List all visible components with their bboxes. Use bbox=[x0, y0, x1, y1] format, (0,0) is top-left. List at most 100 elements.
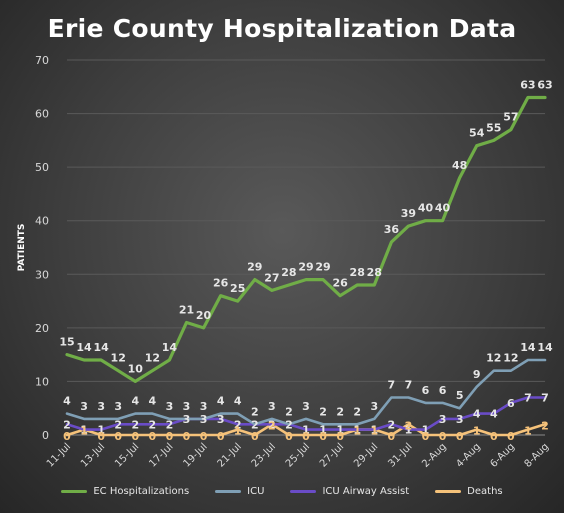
y-tick-label: 50 bbox=[35, 161, 49, 174]
legend-item: ICU bbox=[215, 486, 264, 497]
data-label: 1 bbox=[80, 425, 88, 438]
data-label: 7 bbox=[405, 379, 413, 392]
series-line-0 bbox=[65, 95, 547, 383]
data-label: 4 bbox=[217, 395, 225, 408]
data-label: 0 bbox=[183, 430, 191, 443]
data-label: 3 bbox=[439, 413, 447, 426]
x-tick-label: 17-Jul bbox=[147, 441, 175, 469]
data-label: 14 bbox=[537, 341, 553, 354]
data-label: 14 bbox=[520, 341, 536, 354]
data-label: 29 bbox=[315, 261, 330, 274]
data-label: 2 bbox=[251, 418, 259, 431]
x-tick-label: 11-Jul bbox=[45, 441, 73, 469]
data-label: 28 bbox=[367, 266, 382, 279]
data-label: 14 bbox=[76, 341, 92, 354]
data-label: 3 bbox=[183, 413, 191, 426]
legend-label: ICU bbox=[247, 486, 265, 497]
data-label: 1 bbox=[319, 424, 327, 437]
data-label: 57 bbox=[503, 111, 518, 124]
data-label: 2 bbox=[285, 405, 293, 418]
data-label: 6 bbox=[507, 397, 515, 410]
y-axis-title: PATIENTS bbox=[17, 224, 27, 272]
data-label: 0 bbox=[200, 430, 208, 443]
data-label: 2 bbox=[405, 419, 413, 432]
data-label: 29 bbox=[247, 261, 262, 274]
data-label: 0 bbox=[439, 430, 447, 443]
data-label: 2 bbox=[149, 418, 157, 431]
x-tick-label: 21-Jul bbox=[216, 441, 244, 469]
data-label: 4 bbox=[234, 395, 242, 408]
data-label: 0 bbox=[302, 430, 310, 443]
data-label: 2 bbox=[131, 418, 139, 431]
y-tick-label: 20 bbox=[35, 322, 49, 335]
data-label: 3 bbox=[370, 400, 378, 413]
data-label: 1 bbox=[353, 424, 361, 437]
data-label: 2 bbox=[336, 405, 344, 418]
data-label: 4 bbox=[490, 408, 498, 421]
legend-swatch bbox=[435, 490, 462, 493]
data-label: 2 bbox=[319, 405, 327, 418]
data-label: 1 bbox=[473, 425, 481, 438]
data-label: 55 bbox=[486, 121, 501, 134]
data-label: 29 bbox=[298, 261, 313, 274]
data-label: 6 bbox=[422, 384, 430, 397]
data-label: 3 bbox=[268, 400, 276, 413]
series-line-2 bbox=[65, 396, 547, 431]
series-line-3 bbox=[65, 422, 547, 437]
data-label: 54 bbox=[469, 127, 485, 140]
data-label: 1 bbox=[336, 424, 344, 437]
data-label: 2 bbox=[251, 405, 259, 418]
data-label: 0 bbox=[251, 430, 259, 443]
data-label: 3 bbox=[80, 400, 88, 413]
data-label: 12 bbox=[145, 352, 160, 365]
x-tick-label: 2-Aug bbox=[420, 441, 448, 469]
data-label: 2 bbox=[268, 419, 276, 432]
data-label: 0 bbox=[114, 430, 122, 443]
data-label: 26 bbox=[213, 277, 229, 290]
data-label: 0 bbox=[285, 430, 293, 443]
data-label: 3 bbox=[200, 413, 208, 426]
data-label: 1 bbox=[302, 424, 310, 437]
y-tick-label: 0 bbox=[42, 429, 49, 442]
data-label: 48 bbox=[452, 159, 467, 172]
data-label: 4 bbox=[63, 395, 71, 408]
data-label: 2 bbox=[268, 418, 276, 431]
data-label: 0 bbox=[97, 430, 105, 443]
x-tick-label: 27-Jul bbox=[318, 441, 346, 469]
x-tick-label: 15-Jul bbox=[113, 441, 141, 469]
legend-label: ICU Airway Assist bbox=[322, 486, 410, 497]
data-label: 0 bbox=[166, 430, 174, 443]
legend-item: ICU Airway Assist bbox=[290, 486, 409, 497]
x-tick-label: 23-Jul bbox=[250, 441, 278, 469]
data-label: 6 bbox=[439, 384, 447, 397]
data-label: 7 bbox=[541, 392, 549, 405]
x-tick-label: 29-Jul bbox=[352, 441, 380, 469]
data-label: 3 bbox=[183, 400, 191, 413]
data-label: 2 bbox=[541, 419, 549, 432]
legend-swatch bbox=[290, 490, 317, 493]
data-label: 63 bbox=[537, 79, 552, 92]
data-label: 63 bbox=[520, 79, 535, 92]
series-line-1 bbox=[65, 358, 547, 426]
x-tick-label: 4-Aug bbox=[454, 441, 482, 469]
data-label: 9 bbox=[473, 368, 481, 381]
data-label: 0 bbox=[388, 430, 396, 443]
data-label: 15 bbox=[59, 336, 74, 349]
legend-item: Deaths bbox=[435, 486, 503, 497]
data-label: 12 bbox=[111, 352, 126, 365]
data-label: 21 bbox=[179, 304, 194, 317]
legend-label: EC Hospitalizations bbox=[93, 486, 190, 497]
data-label: 5 bbox=[456, 389, 464, 402]
data-label: 20 bbox=[196, 309, 212, 322]
data-label: 1 bbox=[370, 424, 378, 437]
data-label: 28 bbox=[281, 266, 296, 279]
data-label: 14 bbox=[93, 341, 109, 354]
legend-swatch bbox=[61, 490, 88, 493]
data-label: 28 bbox=[350, 266, 365, 279]
x-tick-label: 25-Jul bbox=[284, 441, 312, 469]
y-tick-label: 70 bbox=[35, 54, 49, 67]
y-tick-label: 60 bbox=[35, 108, 49, 121]
data-label: 2 bbox=[234, 418, 242, 431]
